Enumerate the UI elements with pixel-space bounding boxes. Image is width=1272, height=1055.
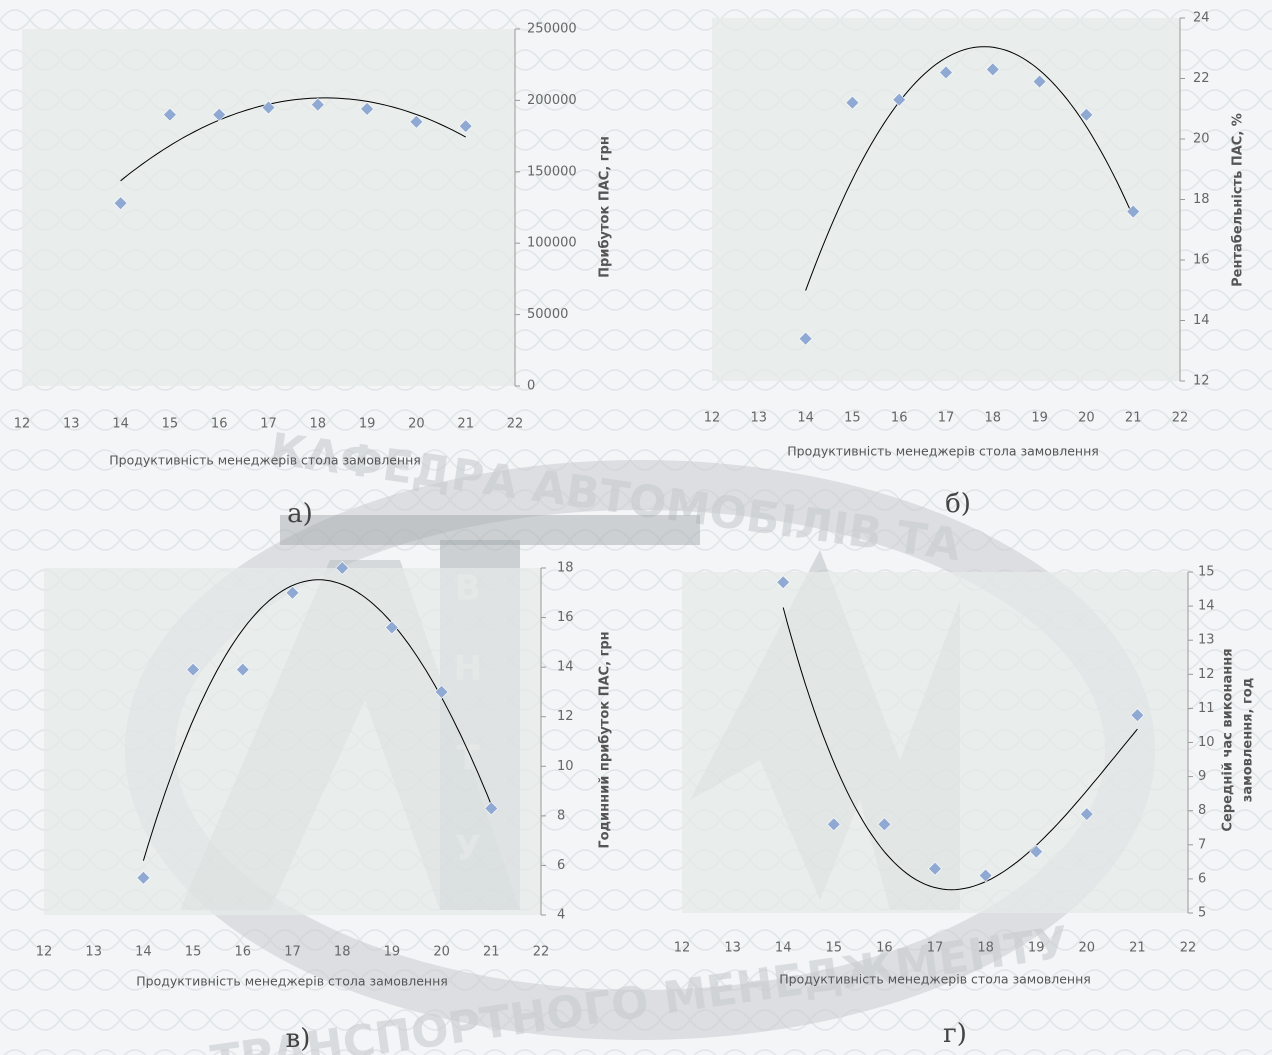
y-tick-label: 8	[557, 808, 565, 823]
x-axis-title: Продуктивність менеджерів стола замовлен…	[787, 444, 1099, 459]
x-tick-label: 15	[844, 411, 861, 426]
y-tick-label: 6	[557, 858, 565, 873]
x-tick-label: 20	[1078, 411, 1095, 426]
y-tick-label: 10	[1198, 735, 1215, 750]
x-tick-label: 21	[1125, 411, 1142, 426]
x-tick-label: 15	[162, 417, 179, 432]
x-tick-label: 22	[1172, 411, 1189, 426]
y-tick-label: 15	[1198, 565, 1215, 580]
x-axis-title: Продуктивність менеджерів стола замовлен…	[779, 972, 1091, 987]
x-tick-label: 18	[310, 417, 327, 432]
x-tick-label: 18	[977, 941, 994, 956]
panel-label: а)	[287, 499, 313, 529]
x-tick-label: 19	[1028, 941, 1045, 956]
x-tick-label: 17	[260, 417, 277, 432]
y-axis-title: Рентабельність ПАС, %	[1231, 113, 1246, 287]
y-tick-label: 10	[557, 759, 574, 774]
panel-label: б)	[945, 489, 971, 519]
y-tick-label: 13	[1198, 633, 1215, 648]
x-tick-label: 16	[211, 417, 228, 432]
x-tick-label: 20	[433, 945, 450, 960]
y-tick-label: 24	[1193, 11, 1210, 26]
x-tick-label: 17	[284, 945, 301, 960]
x-tick-label: 21	[1129, 941, 1146, 956]
x-tick-label: 19	[1031, 411, 1048, 426]
y-tick-label: 250000	[527, 22, 577, 37]
x-tick-label: 14	[135, 945, 152, 960]
y-tick-label: 18	[1193, 192, 1210, 207]
y-tick-label: 0	[527, 379, 535, 394]
panel-label: в)	[286, 1024, 311, 1054]
x-axis-title: Продуктивність менеджерів стола замовлен…	[109, 453, 421, 468]
y-tick-label: 16	[1193, 253, 1210, 268]
x-tick-label: 14	[775, 941, 792, 956]
x-tick-label: 15	[826, 941, 843, 956]
plot-area	[22, 29, 515, 386]
y-tick-label: 7	[1198, 837, 1206, 852]
y-axis-title: Годинний прибуток ПАС, грн	[598, 631, 613, 848]
x-tick-label: 17	[927, 941, 944, 956]
y-tick-label: 6	[1198, 871, 1206, 886]
x-tick-label: 20	[1079, 941, 1096, 956]
x-tick-label: 18	[985, 411, 1002, 426]
y-tick-label: 14	[1193, 313, 1210, 328]
x-tick-label: 13	[751, 411, 768, 426]
y-tick-label: 5	[1198, 906, 1206, 921]
x-tick-label: 16	[891, 411, 908, 426]
y-tick-label: 20	[1193, 132, 1210, 147]
y-tick-label: 150000	[527, 164, 577, 179]
x-tick-label: 22	[1180, 941, 1197, 956]
x-tick-label: 12	[674, 941, 691, 956]
x-tick-label: 12	[704, 411, 721, 426]
x-tick-label: 14	[797, 411, 814, 426]
y-tick-label: 50000	[527, 307, 568, 322]
y-tick-label: 9	[1198, 769, 1206, 784]
y-tick-label: 8	[1198, 803, 1206, 818]
x-tick-label: 21	[483, 945, 500, 960]
x-tick-label: 20	[408, 417, 425, 432]
x-tick-label: 18	[334, 945, 351, 960]
y-tick-label: 12	[1198, 667, 1215, 682]
x-tick-label: 13	[63, 417, 80, 432]
y-tick-label: 200000	[527, 93, 577, 108]
y-tick-label: 4	[557, 908, 565, 923]
x-tick-label: 12	[36, 945, 53, 960]
y-tick-label: 100000	[527, 236, 577, 251]
y-tick-label: 11	[1198, 701, 1215, 716]
y-tick-label: 22	[1193, 71, 1210, 86]
x-tick-label: 13	[85, 945, 102, 960]
x-tick-label: 19	[359, 417, 376, 432]
y-axis-title: Прибуток ПАС, грн	[598, 136, 613, 278]
x-tick-label: 22	[507, 417, 524, 432]
panel-label: г)	[943, 1019, 967, 1049]
plot-area	[44, 568, 541, 915]
x-tick-label: 21	[457, 417, 474, 432]
y-tick-label: 14	[1198, 599, 1215, 614]
y-tick-label: 14	[557, 660, 574, 675]
figure: КАФЕДРА АВТОМОБІЛІВ ТА ТРАНСПОРТНОГО МЕН…	[0, 0, 1272, 1055]
x-tick-label: 16	[235, 945, 252, 960]
x-tick-label: 22	[533, 945, 550, 960]
x-tick-label: 19	[384, 945, 401, 960]
y-tick-label: 12	[1193, 374, 1210, 389]
x-tick-label: 12	[14, 417, 31, 432]
x-tick-label: 15	[185, 945, 202, 960]
x-tick-label: 13	[724, 941, 741, 956]
x-tick-label: 17	[938, 411, 955, 426]
y-tick-label: 12	[557, 709, 574, 724]
x-axis-title: Продуктивність менеджерів стола замовлен…	[136, 974, 448, 989]
x-tick-label: 16	[876, 941, 893, 956]
x-tick-label: 14	[112, 417, 129, 432]
y-tick-label: 18	[557, 561, 574, 576]
y-axis-title: Середній час виконання	[1221, 648, 1236, 831]
y-tick-label: 16	[557, 610, 574, 625]
y-axis-title: замовлення, год	[1241, 678, 1256, 802]
